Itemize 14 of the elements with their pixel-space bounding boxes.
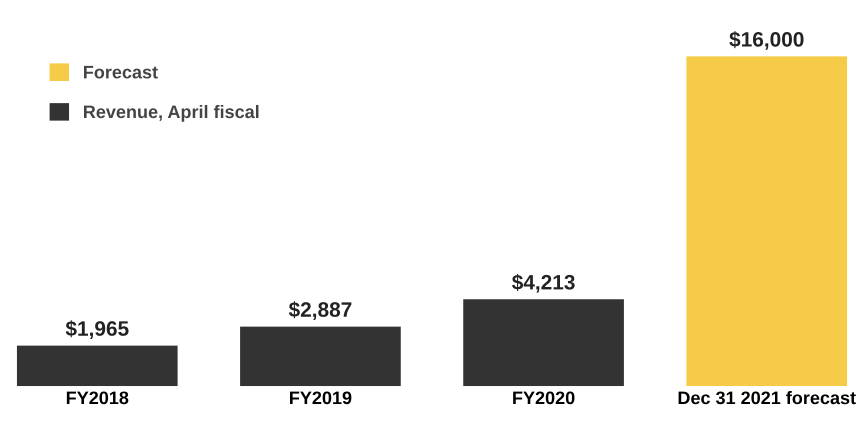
x-tick-label: Dec 31 2021 forecast [678, 390, 856, 404]
legend-label: Revenue, April fiscal [84, 104, 258, 122]
x-tick-label: FY2019 [290, 391, 352, 404]
bar [463, 299, 624, 386]
data-label: $4,213 [512, 274, 575, 293]
legend-label: Forecast [84, 66, 158, 79]
data-label: $16,000 [729, 31, 804, 50]
bar [240, 326, 401, 386]
x-tick-label: FY2020 [513, 391, 574, 404]
bar [686, 56, 848, 386]
x-tick-label: FY2018 [66, 391, 128, 404]
data-label: $2,887 [288, 301, 352, 320]
bar [16, 346, 178, 386]
data-label: $1,965 [66, 320, 129, 339]
